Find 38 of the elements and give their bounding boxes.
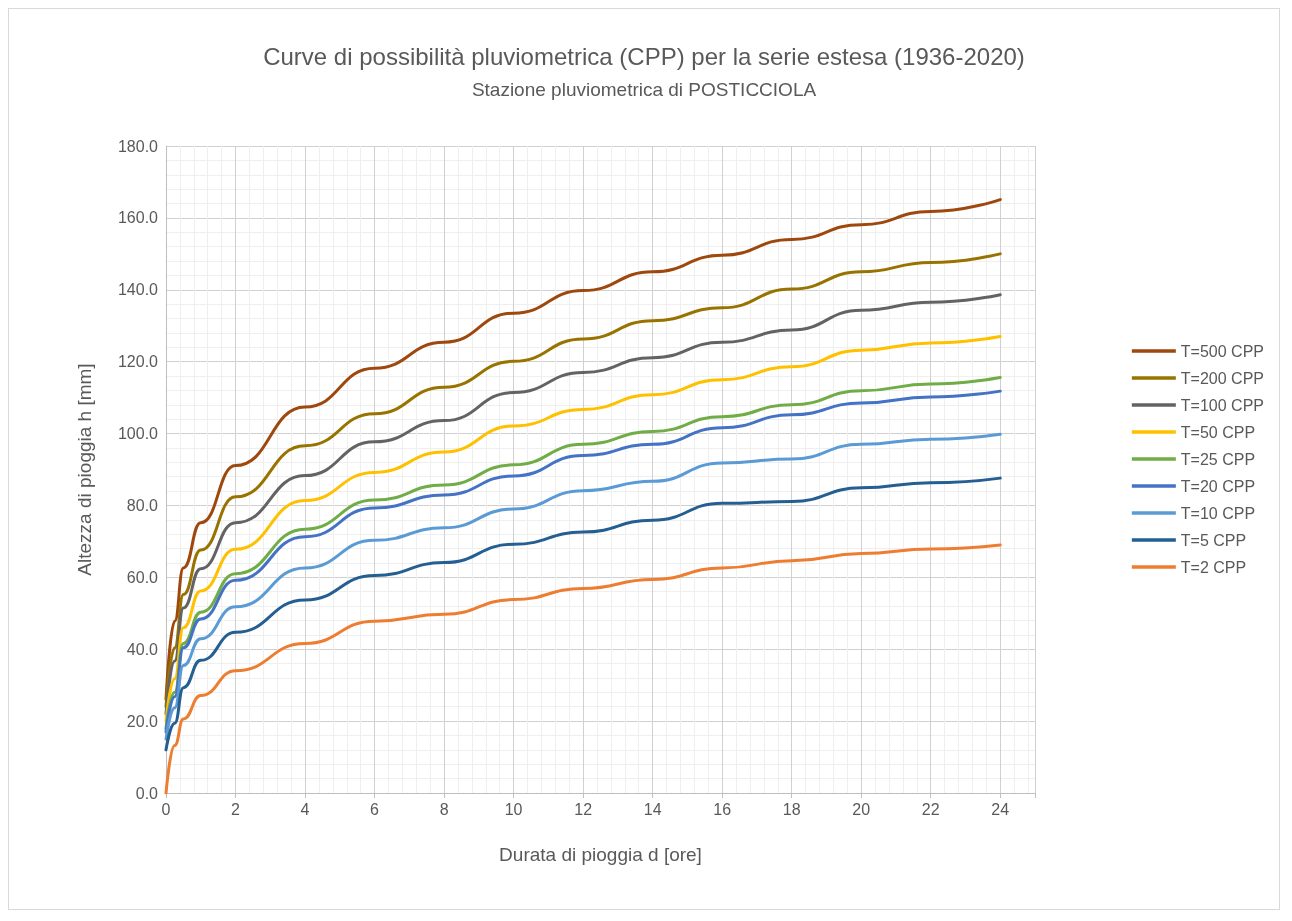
x-tick-label: 12: [574, 800, 593, 818]
legend-label: T=200 CPP: [1180, 369, 1264, 387]
legend-label: T=20 CPP: [1180, 477, 1256, 495]
legend-label: T=500 CPP: [1180, 342, 1264, 360]
y-tick-label: 160.0: [117, 209, 159, 227]
x-tick-label: 0: [161, 800, 171, 818]
line-series: [164, 476, 1002, 752]
y-tick-label: 140.0: [117, 281, 159, 299]
x-tick-label: 2: [231, 800, 241, 818]
legend-label: T=2 CPP: [1180, 558, 1247, 576]
legend-label: T=10 CPP: [1180, 504, 1256, 522]
y-tick-label: 180.0: [117, 137, 159, 155]
legend-label: T=50 CPP: [1180, 423, 1256, 441]
x-tick-label: 16: [713, 800, 732, 818]
legend-label: T=5 CPP: [1180, 531, 1247, 549]
x-axis-title: Durata di pioggia d [ore]: [499, 844, 702, 865]
x-tick-label: 10: [504, 800, 523, 818]
x-tick-label: 18: [782, 800, 801, 818]
y-tick-label: 20.0: [126, 712, 159, 730]
x-tick-label: 20: [852, 800, 871, 818]
chart-subtitle: Stazione pluviometrica di POSTICCIOLA: [471, 79, 817, 100]
y-tick-label: 60.0: [126, 568, 159, 586]
legend-label: T=100 CPP: [1180, 396, 1264, 414]
y-axis-title: Altezza di pioggia h [mm]: [74, 363, 95, 576]
y-tick-label: 0.0: [135, 784, 159, 802]
line-series: [164, 543, 1002, 795]
chart-title: Curve di possibilità pluviometrica (CPP) per la serie estesa (1936-2020): [263, 42, 1025, 70]
x-tick-label: 14: [643, 800, 662, 818]
x-tick-label: 24: [991, 800, 1010, 818]
y-tick-label: 40.0: [126, 640, 159, 658]
x-tick-label: 4: [300, 800, 310, 818]
y-tick-label: 100.0: [117, 425, 159, 443]
legend-label: T=25 CPP: [1180, 450, 1256, 468]
y-tick-label: 120.0: [117, 353, 159, 371]
y-tick-label: 80.0: [126, 496, 159, 514]
x-tick-label: 22: [921, 800, 940, 818]
x-tick-label: 6: [370, 800, 380, 818]
x-tick-label: 8: [439, 800, 449, 818]
